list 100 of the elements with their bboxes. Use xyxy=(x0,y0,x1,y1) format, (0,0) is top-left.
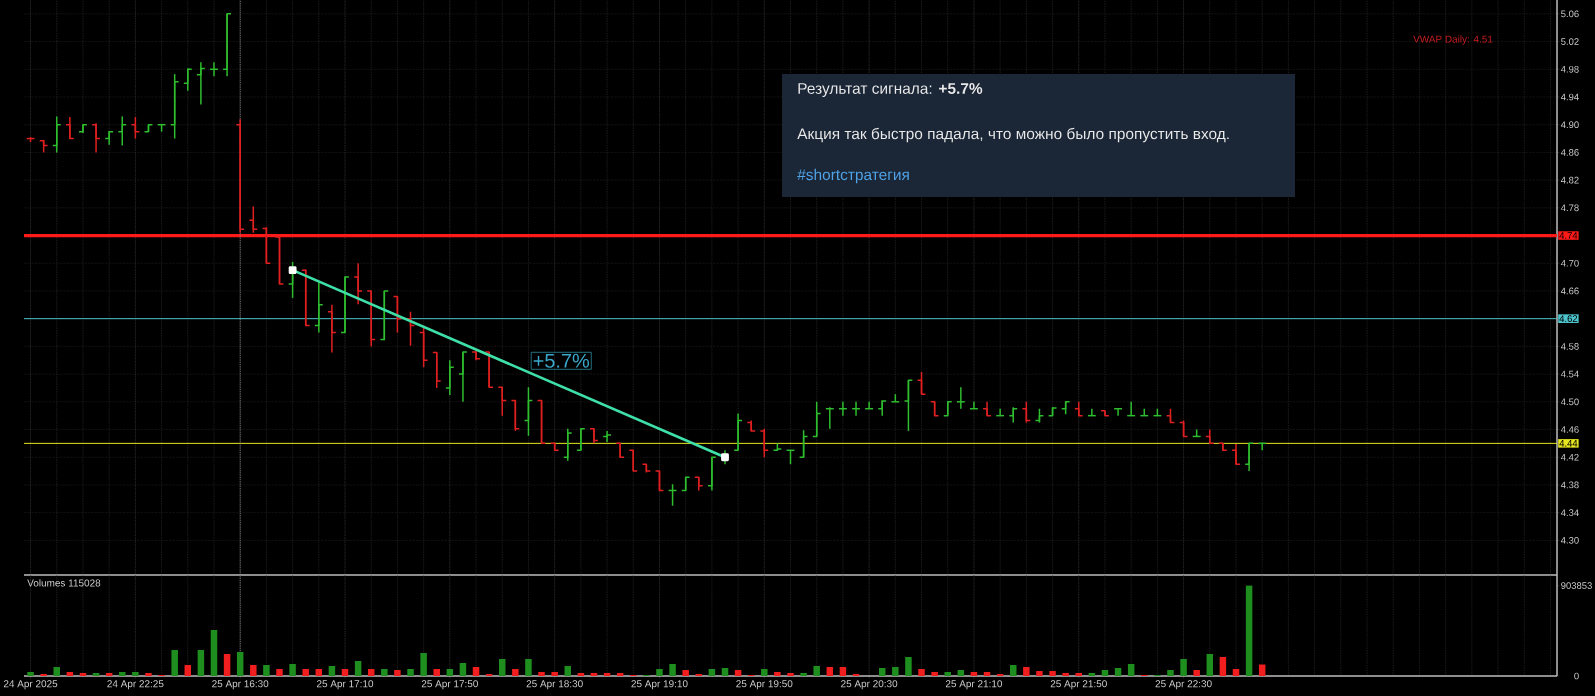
candlestick xyxy=(301,268,311,327)
bar xyxy=(774,672,781,676)
bar xyxy=(1088,673,1096,676)
bar xyxy=(223,654,231,676)
bar xyxy=(276,669,283,676)
bar xyxy=(551,672,558,676)
bar xyxy=(446,669,454,676)
x-tick-label: 24 Apr 2025 xyxy=(3,680,58,690)
candlestick xyxy=(52,115,62,154)
candlestick xyxy=(563,428,573,462)
bar xyxy=(381,669,388,676)
x-tick-label: 25 Apr 19:10 xyxy=(631,680,688,690)
bar xyxy=(603,673,611,676)
bar xyxy=(1245,585,1253,676)
bar xyxy=(105,673,113,676)
candlestick xyxy=(484,351,494,389)
bar xyxy=(472,667,480,676)
bar xyxy=(892,667,899,676)
candlestick xyxy=(733,412,743,452)
ref-line-label: 4.74 xyxy=(1559,232,1578,239)
bar xyxy=(1114,668,1122,676)
bar xyxy=(983,672,991,676)
bar xyxy=(734,670,742,676)
annotation: Результат сигнала: +5.7% xyxy=(798,83,983,97)
candlestick xyxy=(903,379,914,432)
bar xyxy=(197,650,205,676)
candlestick xyxy=(261,226,272,264)
bar xyxy=(236,652,244,676)
candlestick xyxy=(327,304,337,354)
candlestick xyxy=(602,430,612,443)
bar xyxy=(721,668,729,676)
x-tick-label: 24 Apr 22:25 xyxy=(107,680,164,690)
bar xyxy=(1193,670,1200,676)
candlestick xyxy=(353,262,363,305)
bar xyxy=(132,672,139,676)
candlestick xyxy=(510,399,521,432)
bar xyxy=(433,669,440,676)
bar xyxy=(970,672,978,676)
y-tick-label: 903853 xyxy=(1561,582,1592,589)
bar xyxy=(66,672,74,676)
bar xyxy=(119,672,126,676)
annotation: +5.7% xyxy=(533,353,590,368)
bar xyxy=(367,669,375,676)
bar xyxy=(918,669,925,676)
bar xyxy=(616,673,624,676)
y-tick-label: 4.38 xyxy=(1560,481,1579,489)
candlestick xyxy=(798,429,809,458)
bar xyxy=(957,670,965,676)
y-tick-label: 4.82 xyxy=(1560,176,1579,184)
candlestick xyxy=(536,399,547,445)
bar xyxy=(1036,671,1043,676)
bar xyxy=(944,672,951,676)
candlestick xyxy=(1021,401,1032,424)
annotation: #shortстратегия xyxy=(797,168,909,184)
candlestick xyxy=(812,401,822,438)
candlestick xyxy=(392,295,403,334)
candlestick xyxy=(274,236,285,285)
y-tick-label: 4.70 xyxy=(1560,259,1579,267)
y-tick-label: 4.58 xyxy=(1560,343,1579,350)
y-tick-label: 4.94 xyxy=(1560,93,1579,101)
bar xyxy=(315,669,323,676)
bar xyxy=(394,670,401,676)
bar xyxy=(826,667,834,676)
candlestick xyxy=(576,428,586,452)
ref-line-label: 4.62 xyxy=(1559,315,1578,323)
x-tick-label: 25 Apr 22:30 xyxy=(1155,680,1212,690)
bar xyxy=(92,673,100,676)
candlestick xyxy=(916,371,927,395)
bar xyxy=(1258,664,1266,676)
bar xyxy=(1075,673,1083,676)
y-tick-label: 4.54 xyxy=(1560,370,1579,378)
bar xyxy=(289,664,296,676)
bar xyxy=(1219,657,1227,676)
candlestick xyxy=(445,359,455,396)
bar xyxy=(263,665,270,676)
candlestick xyxy=(170,73,180,140)
bar xyxy=(210,630,218,676)
bar xyxy=(1101,670,1109,676)
x-tick-label: 25 Apr 17:50 xyxy=(421,680,478,690)
bar xyxy=(27,672,34,676)
x-tick-label: 25 Apr 17:10 xyxy=(316,680,374,690)
candlestick xyxy=(91,122,101,154)
bar xyxy=(1167,670,1174,676)
bar xyxy=(53,667,61,676)
candlestick xyxy=(65,116,75,140)
y-tick-label: 5.06 xyxy=(1561,10,1579,18)
candlestick xyxy=(458,351,468,403)
candlestick xyxy=(196,61,206,106)
bar xyxy=(407,669,414,676)
bar xyxy=(184,665,192,676)
bar xyxy=(420,653,427,676)
bar xyxy=(1049,671,1056,676)
bar xyxy=(341,669,349,676)
x-tick-label: 25 Apr 18:30 xyxy=(526,680,583,690)
bar xyxy=(354,661,362,676)
bar xyxy=(538,672,545,676)
bar xyxy=(708,669,716,676)
bar xyxy=(1180,659,1187,676)
candlestick xyxy=(432,351,442,389)
bar xyxy=(302,669,309,676)
